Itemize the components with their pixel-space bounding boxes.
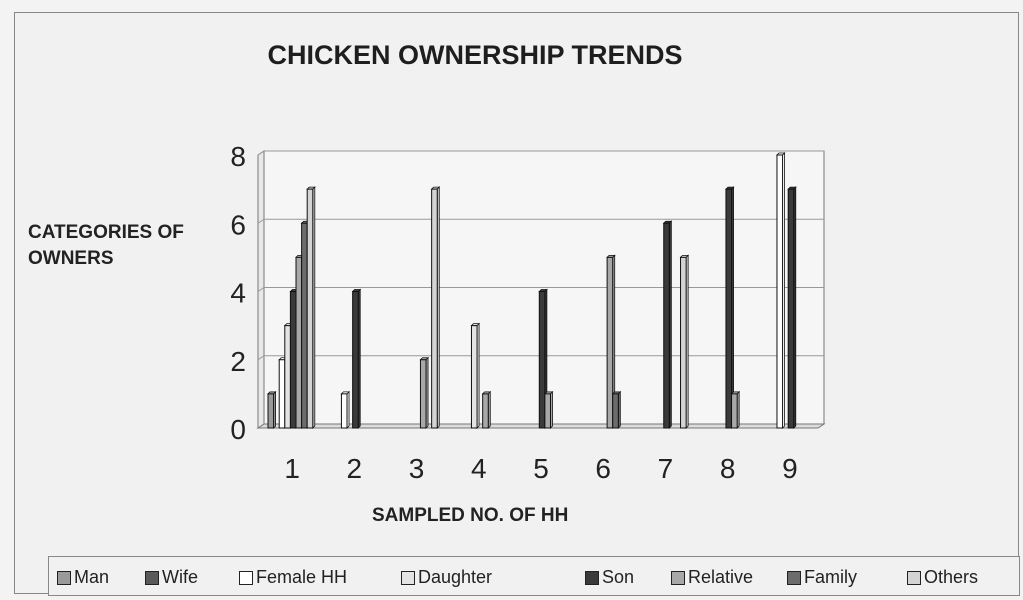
legend: Man Wife Female HH Daughter Son Relative Famil… [48,556,1020,596]
bar [606,256,614,429]
bar [725,188,733,429]
legend-label: Son [602,567,635,587]
bar [538,291,546,429]
legend-item: Others [907,567,978,588]
bar [267,393,275,429]
bar [306,188,314,429]
x-axis-label: SAMPLED NO. OF HH [372,505,569,526]
legend-swatch [671,570,685,585]
bar [731,393,738,429]
legend-swatch [787,570,801,585]
bar [680,256,687,429]
x-tick-label: 2 [347,453,363,484]
bar [482,393,489,429]
bar [663,222,670,429]
legend-label: Daughter [418,567,493,587]
x-tick-label: 1 [284,453,300,484]
bar [419,359,427,429]
legend-label: Wife [162,567,198,587]
x-tick-label: 9 [782,453,798,484]
legend-label: Man [74,567,110,587]
legend-item: Family [787,567,857,588]
legend-item: Daughter [401,567,492,588]
bar [289,291,297,429]
bar [352,291,359,429]
gridline-depth [257,355,265,361]
legend-label: Family [804,567,857,587]
y-tick-label: 6 [230,209,246,240]
legend-swatch [57,570,71,585]
legend-swatch [907,570,921,585]
bar [612,393,619,429]
legend-swatch [239,570,253,585]
bar [470,325,478,429]
gridline-depth [257,218,265,224]
legend-swatch [145,570,159,585]
x-tick-label: 6 [595,453,611,484]
y-tick-label: 2 [230,346,246,377]
legend-item: Wife [145,567,198,588]
gridline-depth [257,287,265,292]
legend-item: Son [585,567,634,588]
bar [340,393,348,429]
y-tick-label: 8 [230,141,246,172]
bar [431,188,438,429]
gridline-depth [257,150,265,156]
x-tick-label: 7 [658,453,674,484]
y-tick-label: 4 [230,278,246,309]
y-tick-label: 0 [230,414,246,445]
bar [284,325,291,429]
x-tick-label: 4 [471,453,487,484]
chart-title: CHICKEN OWNERSHIP TRENDS [267,40,683,70]
x-tick-label: 5 [533,453,549,484]
legend-label: Female HH [256,567,348,587]
bar [301,222,308,429]
legend-swatch [401,570,415,585]
bar [776,154,784,429]
x-tick-label: 8 [720,453,736,484]
legend-label: Relative [688,567,754,587]
legend-item: Man [57,567,109,588]
bar [787,188,795,429]
bar [278,359,286,429]
y-axis-label: CATEGORIES OF OWNERS [28,222,184,269]
legend-swatch [585,570,599,585]
bar [544,393,551,429]
legend-label: Others [924,567,979,587]
legend-item: Relative [671,567,753,588]
bar [295,256,303,429]
x-tick-label: 3 [409,453,425,484]
legend-item: Female HH [239,567,347,588]
